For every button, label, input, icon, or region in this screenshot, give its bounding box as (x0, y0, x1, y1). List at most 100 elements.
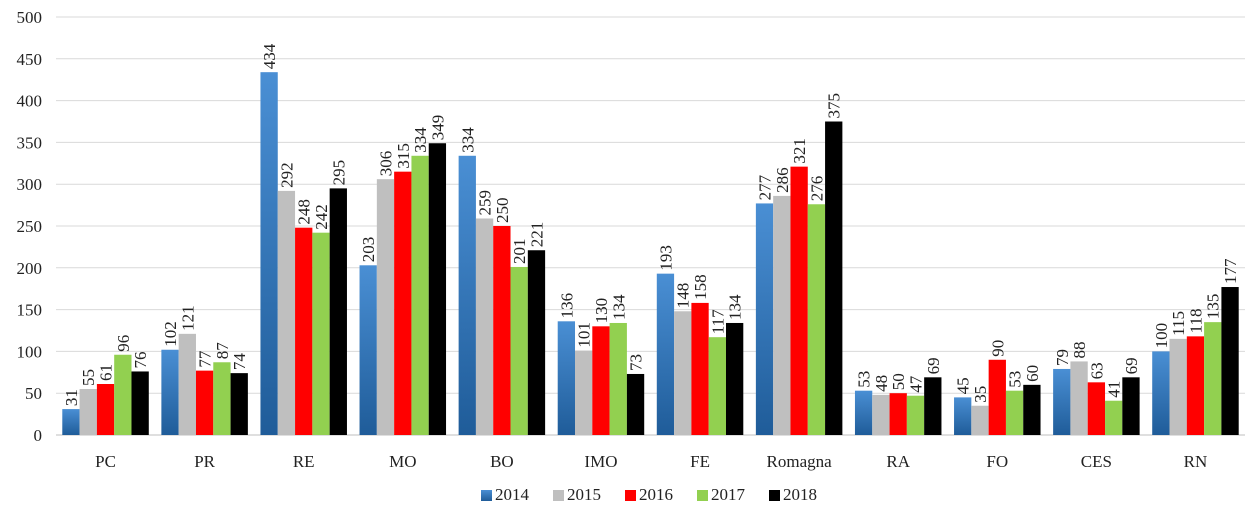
data-label: 47 (907, 375, 926, 393)
x-category-label: PC (95, 452, 116, 471)
bar-2016-CES (1087, 382, 1106, 435)
data-label: 35 (971, 386, 990, 403)
gridlines (56, 16, 1245, 436)
data-label: 101 (575, 322, 594, 348)
data-label: 334 (458, 127, 477, 153)
x-category-label: CES (1081, 452, 1112, 471)
data-label: 295 (329, 160, 348, 186)
data-label: 434 (260, 43, 279, 69)
x-category-label: RN (1184, 452, 1208, 471)
bar-2018-MO (428, 143, 447, 435)
y-tick-label: 50 (25, 384, 42, 403)
data-label: 69 (924, 357, 943, 374)
bar-2016-RA (889, 393, 907, 435)
data-label: 135 (1204, 294, 1223, 320)
bar-2015-Romagna (773, 195, 791, 435)
bar-2015-MO (376, 179, 395, 435)
data-label: 306 (376, 151, 395, 177)
data-label: 74 (230, 353, 249, 371)
x-category-label: MO (389, 452, 416, 471)
bar-2018-FE (725, 322, 744, 435)
data-label: 88 (1070, 341, 1089, 358)
bar-2018-RN (1221, 287, 1239, 435)
y-tick-label: 150 (17, 301, 43, 320)
data-label: 69 (1122, 357, 1141, 374)
x-category-label: FO (986, 452, 1008, 471)
bar-2017-RA (906, 395, 925, 435)
legend-label: 2014 (495, 485, 530, 504)
bar-2016-PR (195, 370, 214, 435)
bar-2015-PC (79, 389, 97, 435)
data-label: 203 (359, 237, 378, 263)
bar-2018-FO (1023, 384, 1041, 435)
x-category-label: BO (490, 452, 514, 471)
data-label: 117 (708, 309, 727, 334)
legend-label: 2015 (567, 485, 601, 504)
bar-2016-RE (295, 227, 313, 435)
legend-swatch (553, 490, 564, 501)
data-label: 277 (756, 174, 775, 200)
bar-2018-PR (230, 373, 248, 435)
y-tick-label: 300 (17, 175, 43, 194)
bar-2017-IMO (609, 322, 627, 435)
data-label: 77 (196, 350, 215, 368)
x-category-label: IMO (584, 452, 617, 471)
data-label: 276 (807, 176, 826, 202)
data-label: 73 (627, 354, 646, 371)
bar-2017-PC (114, 354, 132, 435)
data-label: 102 (161, 321, 180, 347)
legend-swatch (625, 490, 636, 501)
bar-2015-FE (674, 311, 692, 435)
data-label: 121 (178, 305, 197, 331)
data-label: 31 (62, 389, 81, 406)
data-label: 90 (988, 340, 1007, 357)
data-label: 193 (656, 245, 675, 271)
bar-2016-MO (394, 171, 412, 435)
bar-2016-FE (691, 302, 709, 435)
y-tick-label: 450 (17, 50, 43, 69)
data-label: 158 (691, 274, 710, 300)
bar-2017-FO (1005, 390, 1024, 435)
bar-2014-PR (161, 349, 179, 435)
bar-2014-FO (954, 397, 972, 435)
data-label: 130 (592, 298, 611, 324)
data-label: 250 (493, 198, 512, 224)
bar-2014-Romagna (755, 203, 774, 435)
data-label: 53 (855, 371, 874, 388)
data-label: 100 (1152, 323, 1171, 349)
bar-2018-IMO (626, 373, 645, 435)
data-label: 41 (1105, 381, 1124, 398)
data-label: 61 (97, 364, 116, 381)
bar-2015-IMO (575, 350, 593, 435)
y-tick-label: 500 (17, 8, 43, 27)
data-label: 55 (79, 369, 98, 386)
data-label: 134 (726, 294, 745, 320)
legend-swatch (769, 490, 780, 501)
x-category-label: PR (194, 452, 215, 471)
data-label: 76 (131, 351, 150, 368)
data-label: 87 (213, 342, 232, 360)
data-label: 136 (557, 293, 576, 319)
y-tick-label: 200 (17, 259, 43, 278)
legend: 2014 2015 2016 2017 2018 (481, 485, 817, 504)
data-label: 48 (872, 375, 891, 392)
bar-2018-Romagna (825, 121, 843, 435)
bar-2017-RN (1204, 322, 1222, 435)
data-label: 53 (1006, 371, 1025, 388)
bar-2016-PC (96, 384, 115, 435)
x-axis-category-labels: PC PR RE MO BO IMO FE Romagna RA FO CES RN (95, 452, 1207, 471)
bar-2015-RE (277, 190, 296, 435)
legend-swatch (481, 490, 492, 501)
data-label: 315 (394, 143, 413, 169)
bar-2014-BO (458, 155, 476, 435)
bar-2015-PR (178, 333, 196, 435)
bar-2017-MO (411, 155, 429, 435)
x-category-label: FE (690, 452, 710, 471)
y-tick-label: 250 (17, 217, 43, 236)
bar-2018-PC (131, 371, 149, 435)
bar-2016-FO (988, 359, 1006, 435)
data-label: 349 (428, 115, 447, 141)
data-label: 221 (527, 222, 546, 248)
